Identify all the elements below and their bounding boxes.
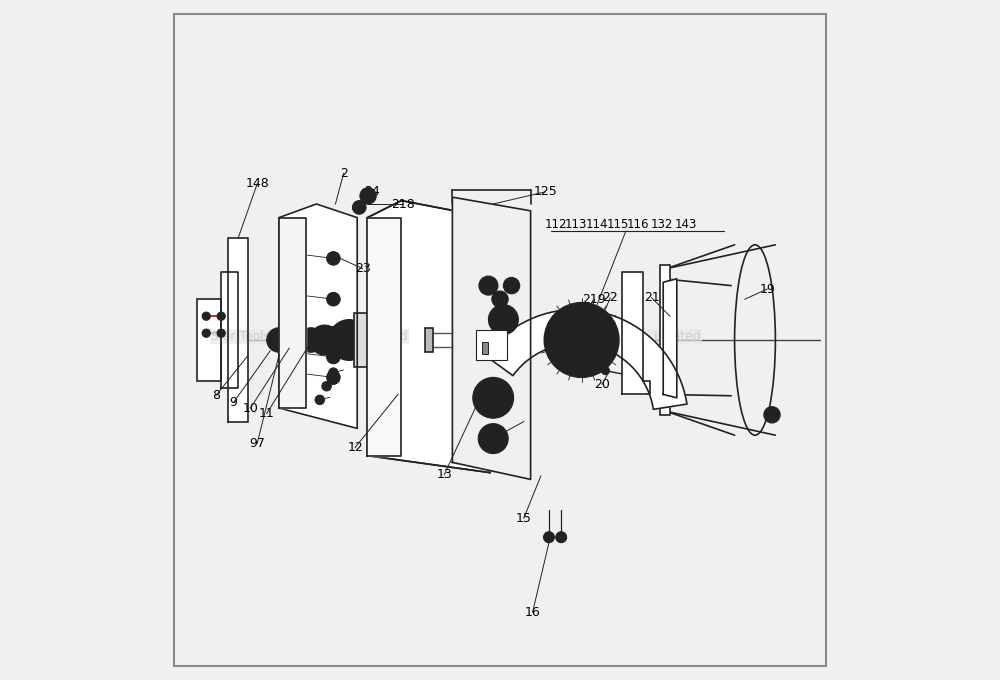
Circle shape <box>281 325 311 355</box>
Text: 11: 11 <box>259 407 275 420</box>
Text: 19: 19 <box>759 282 775 296</box>
Circle shape <box>202 312 210 320</box>
Text: 125: 125 <box>534 185 557 199</box>
Polygon shape <box>367 218 401 456</box>
Text: 2: 2 <box>340 167 348 180</box>
Circle shape <box>322 381 331 391</box>
Circle shape <box>478 383 508 413</box>
Bar <box>660 265 670 415</box>
Circle shape <box>764 407 780 423</box>
Polygon shape <box>663 279 677 398</box>
Text: 113: 113 <box>565 218 587 231</box>
Text: Sier Tools Industrial Co.,Limited: Sier Tools Industrial Co.,Limited <box>504 330 700 343</box>
Circle shape <box>554 313 609 367</box>
Circle shape <box>327 350 340 364</box>
Text: 20: 20 <box>594 377 610 391</box>
Polygon shape <box>221 272 238 388</box>
Text: 97: 97 <box>249 437 265 450</box>
Circle shape <box>299 328 323 352</box>
Circle shape <box>202 329 210 337</box>
Circle shape <box>327 252 340 265</box>
Circle shape <box>352 201 366 214</box>
Text: 9: 9 <box>230 396 237 409</box>
Polygon shape <box>485 309 687 409</box>
Circle shape <box>217 312 225 320</box>
Text: 14: 14 <box>493 427 509 441</box>
Circle shape <box>478 424 508 454</box>
Text: 254: 254 <box>558 311 582 325</box>
Text: 143: 143 <box>674 218 697 231</box>
Text: 148: 148 <box>245 177 269 190</box>
Text: 12: 12 <box>347 441 363 454</box>
Circle shape <box>332 349 342 358</box>
Text: 10: 10 <box>243 401 258 415</box>
Polygon shape <box>452 197 531 479</box>
Bar <box>561 328 569 352</box>
Text: Sier Tools Industrial Co.,Limited: Sier Tools Industrial Co.,Limited <box>211 330 408 343</box>
Circle shape <box>503 277 520 294</box>
Circle shape <box>310 325 340 355</box>
Circle shape <box>217 329 225 337</box>
Text: 114: 114 <box>586 218 608 231</box>
Polygon shape <box>279 218 306 408</box>
Text: 219: 219 <box>582 292 606 306</box>
Text: 24: 24 <box>364 185 380 199</box>
Circle shape <box>488 305 518 335</box>
Circle shape <box>544 532 554 543</box>
Bar <box>425 328 433 352</box>
Text: 22: 22 <box>602 291 618 305</box>
Circle shape <box>327 330 347 350</box>
Text: 23: 23 <box>355 262 371 275</box>
Polygon shape <box>622 272 650 394</box>
Text: 115: 115 <box>606 218 629 231</box>
Text: 15: 15 <box>516 511 532 525</box>
Text: 13: 13 <box>436 468 452 481</box>
Text: 112: 112 <box>545 218 567 231</box>
Text: 16: 16 <box>525 605 541 619</box>
Circle shape <box>327 292 340 306</box>
Bar <box>476 330 507 360</box>
Bar <box>354 313 391 367</box>
Circle shape <box>315 395 325 405</box>
Circle shape <box>473 377 514 418</box>
Circle shape <box>556 532 567 543</box>
Circle shape <box>327 326 340 340</box>
Text: 8: 8 <box>212 389 220 403</box>
Circle shape <box>327 371 340 384</box>
Circle shape <box>329 320 369 360</box>
Circle shape <box>267 328 291 352</box>
Circle shape <box>479 276 498 295</box>
Circle shape <box>573 332 590 348</box>
Text: 132: 132 <box>651 218 673 231</box>
Text: 21: 21 <box>644 291 660 305</box>
Polygon shape <box>279 204 357 428</box>
Circle shape <box>544 303 619 377</box>
Polygon shape <box>228 238 248 422</box>
Polygon shape <box>367 201 490 473</box>
Circle shape <box>492 291 508 307</box>
Text: 116: 116 <box>627 218 649 231</box>
Circle shape <box>360 188 376 204</box>
Text: 218: 218 <box>391 197 415 211</box>
Circle shape <box>601 367 609 375</box>
Bar <box>197 299 221 381</box>
Bar <box>482 342 488 354</box>
Circle shape <box>329 368 338 377</box>
